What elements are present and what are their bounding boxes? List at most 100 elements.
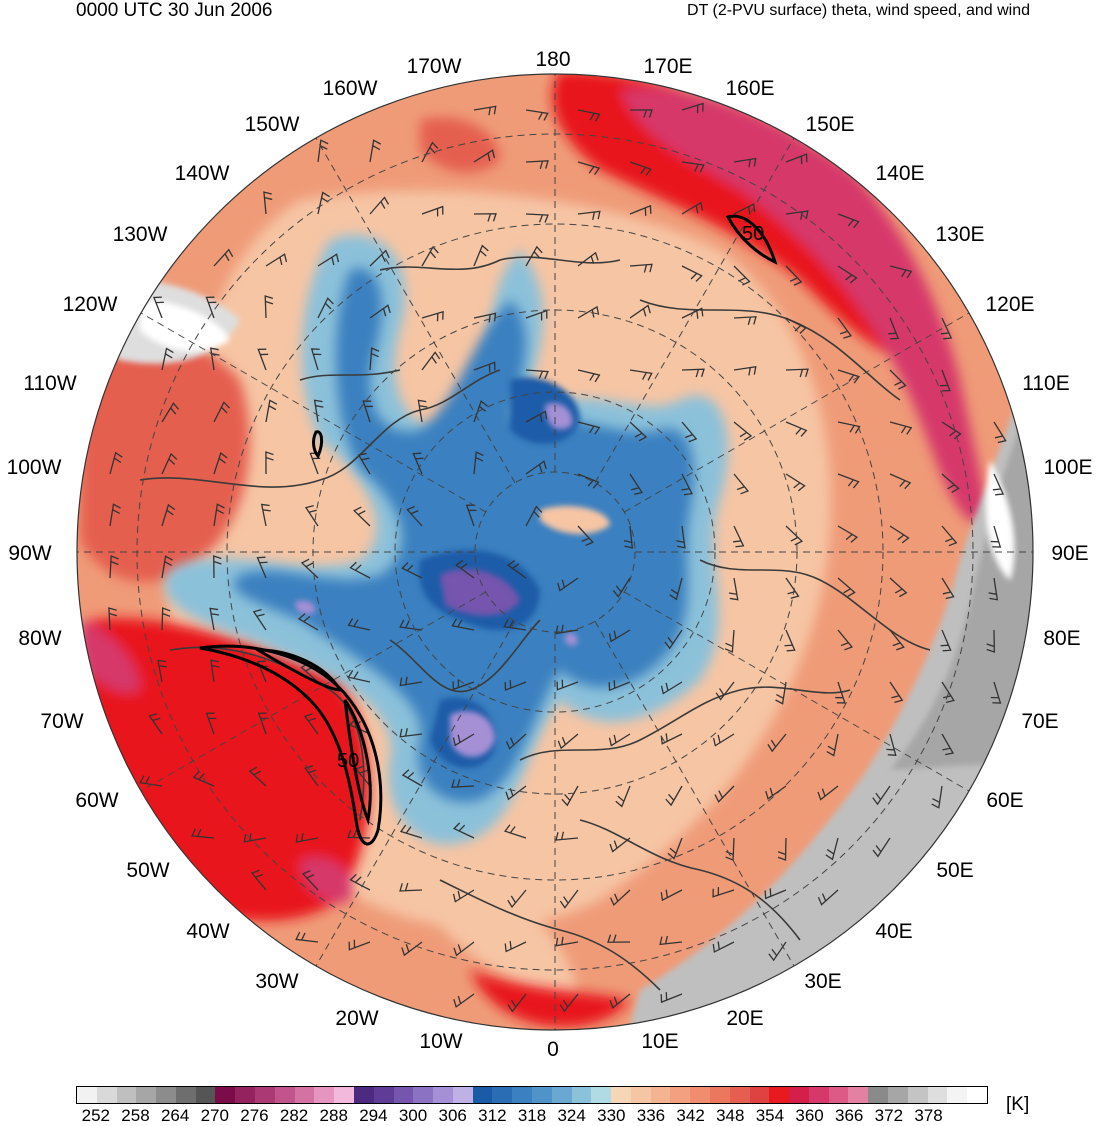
colorbar-swatch [433,1087,453,1103]
wind-barb [557,577,579,592]
wind-barb [785,210,809,220]
wind-barb [939,369,951,392]
wind-barb [109,555,119,579]
wind-barb [473,361,496,373]
wind-barb [161,503,176,527]
wind-barb [213,452,228,475]
lon-label-80w: 80W [18,627,61,650]
wind-barb [406,505,423,527]
wind-barb [213,555,222,579]
theta-field [77,74,1033,1030]
wind-barb [248,766,267,787]
wind-barb [676,525,686,549]
wind-barb [681,473,693,496]
wind-barb [889,525,910,544]
wind-barb [659,935,683,946]
lon-label-160e: 160E [725,77,774,100]
wind-barb [837,525,859,543]
meridian-line [594,621,795,967]
colorbar-tick-label: 282 [279,1106,309,1125]
wind-barb [733,316,757,325]
lon-label-130e: 130E [935,223,984,246]
wind-barb [209,607,220,631]
wind-barb [629,263,653,273]
lon-label-0: 0 [547,1038,559,1061]
wind-barb [889,369,907,390]
colorbar-tick-label: 330 [597,1106,626,1125]
wind-barb [213,401,230,423]
colorbar-swatch [769,1087,790,1103]
wind-barb [507,993,527,1013]
colorbar-swatch [888,1087,908,1103]
wind-barb [775,681,787,705]
wind-barb [712,733,735,747]
wind-barb [990,681,1002,704]
wind-barb [733,365,757,376]
wind-barb [148,713,163,735]
colorbar-swatch [255,1087,275,1103]
wind-barb [667,837,683,860]
colorbar-tick-label: 252 [81,1106,110,1125]
wind-barb [525,245,543,267]
wind-barb [399,824,423,839]
wind-barb [889,629,905,651]
colorbar-swatch [96,1087,117,1103]
lon-label-90w: 90W [8,542,51,565]
wind-barb [109,451,123,475]
lon-label-50e: 50E [936,859,973,882]
wind-barb [369,304,391,319]
wind-barb [401,562,423,579]
wind-barb [161,347,174,371]
wind-barb [986,629,996,653]
wind-barb [421,351,441,371]
wind-barb [889,421,913,435]
wind-barb [609,993,631,1009]
wind-barb [785,421,808,437]
lon-label-110w: 110W [23,372,76,395]
wind-barb [161,555,173,579]
wind-barb [349,561,371,579]
wind-barb [109,503,121,527]
colorbar-tick-label: 366 [835,1106,864,1125]
colorbar-tick-label: 324 [557,1106,586,1125]
wind-barb [941,525,958,547]
wind-barb [837,629,854,651]
wind-barb [785,265,803,286]
lon-label-10e: 10E [641,1030,678,1053]
lon-label-100w: 100W [7,456,62,479]
wind-barb [453,822,475,839]
wind-barb [623,525,634,549]
wind-barb [825,837,839,861]
wind-barb [473,213,497,222]
wind-barb [577,109,601,122]
wind-barb [615,785,631,808]
wind-barb [888,317,900,340]
colorbar-swatch [630,1087,651,1103]
wind-barb [629,304,651,319]
colorbar-swatch [512,1087,532,1103]
wind-barb [504,941,527,953]
lon-label-30w: 30W [255,970,298,993]
wind-barb [250,869,267,891]
wind-barb [369,196,390,215]
colorbar-swatch [294,1087,315,1103]
wind-barb [940,629,952,652]
wind-barb [260,503,271,527]
wind-barb [889,681,904,703]
wind-barb [837,265,858,284]
wind-barb [681,161,705,173]
wind-barb [990,525,1002,548]
wind-barb [265,253,288,267]
wind-barb [317,297,334,319]
wind-barb [108,607,118,631]
jet-contour-label-west: 50 [337,750,359,772]
lon-label-60w: 60W [75,789,118,812]
wind-barb [525,213,549,223]
colorbar-swatch [611,1087,631,1103]
wind-barb [784,629,796,652]
lon-label-30e: 30E [804,970,841,993]
colorbar-swatch [690,1087,710,1103]
colorbar-swatch [156,1087,176,1103]
wind-barb [577,305,600,319]
wind-barb [310,348,322,371]
